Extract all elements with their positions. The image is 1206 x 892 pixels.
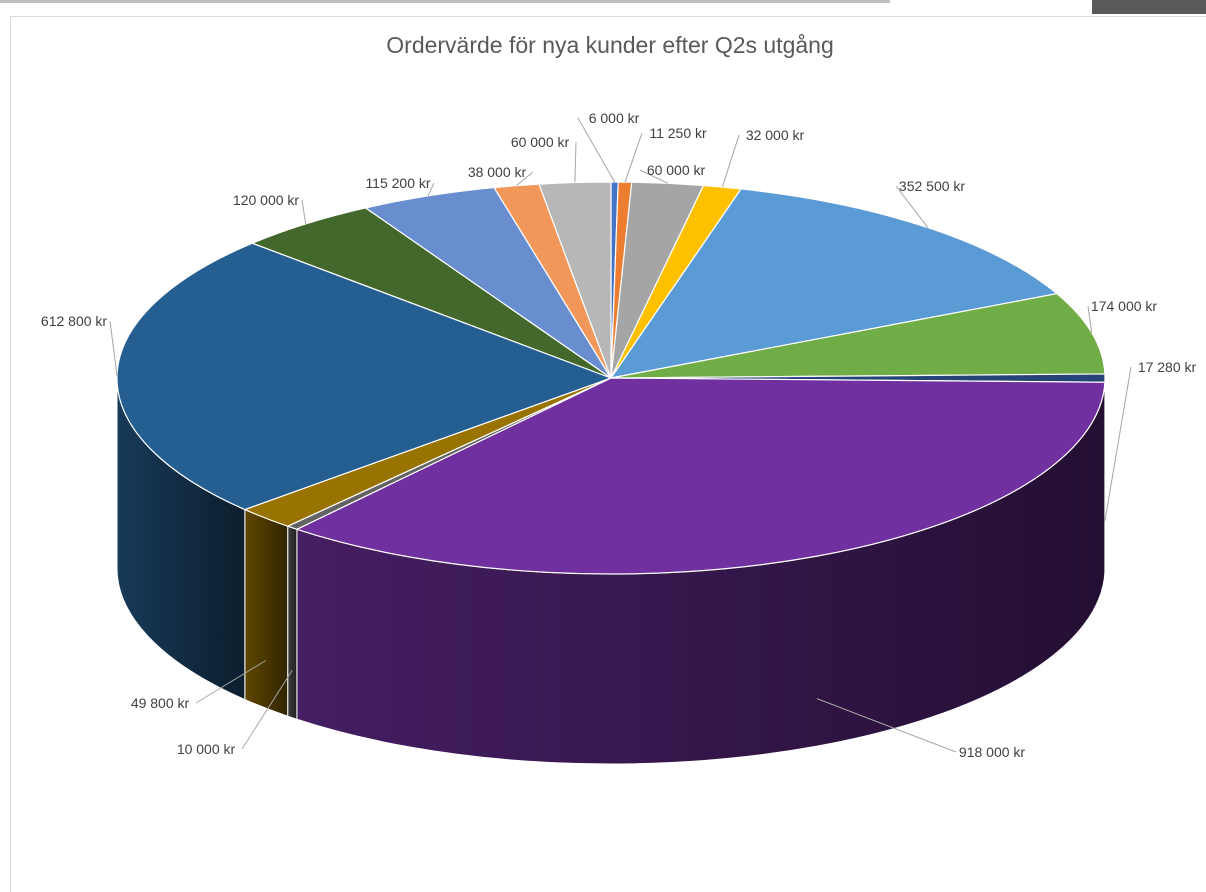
data-label: 115 200 kr	[365, 175, 430, 191]
pie-sides	[116, 377, 1106, 765]
pie-slice[interactable]	[538, 181, 612, 379]
chart-title: Ordervärde för nya kunder efter Q2s utgå…	[386, 32, 834, 58]
leader-line	[109, 320, 118, 376]
corner-tab	[1092, 0, 1206, 14]
pie-tops	[116, 181, 1106, 575]
leader-line	[1104, 366, 1132, 521]
data-label: 352 500 kr	[899, 178, 965, 194]
leader-line	[574, 141, 577, 183]
data-labels: 6 000 kr 11 250 kr 60 000 kr 32 000 kr 352 5…	[41, 110, 1197, 760]
pie-slice[interactable]	[295, 377, 1106, 575]
data-label: 174 000 kr	[1091, 298, 1157, 314]
leader-line	[301, 199, 307, 224]
data-label: 11 250 kr	[649, 125, 707, 141]
data-label: 10 000 kr	[177, 741, 236, 757]
leader-line	[1087, 305, 1093, 333]
pie-slice-side	[244, 508, 289, 717]
data-label: 612 800 kr	[41, 313, 107, 329]
leader-line	[195, 660, 266, 704]
leader-line	[895, 185, 929, 228]
leader-line	[639, 169, 669, 184]
data-label: 38 000 kr	[468, 164, 527, 180]
leader-line	[816, 698, 957, 753]
data-label: 60 000 kr	[511, 134, 570, 150]
chart-area[interactable]	[10, 16, 1206, 892]
data-label: 17 280 kr	[1138, 359, 1197, 375]
data-label: 918 000 kr	[959, 744, 1025, 760]
leader-line	[721, 134, 740, 188]
pie-slice-side	[287, 525, 298, 720]
data-label: 49 800 kr	[131, 695, 190, 711]
leader-line	[241, 669, 293, 750]
data-label: 60 000 kr	[647, 162, 706, 178]
data-label: 120 000 kr	[233, 192, 299, 208]
data-label: 32 000 kr	[746, 127, 805, 143]
leader-line	[427, 182, 435, 197]
top-divider	[0, 0, 890, 3]
leader-line	[516, 171, 534, 187]
leader-line	[577, 117, 616, 183]
leader-line	[624, 132, 643, 183]
data-label: 6 000 kr	[589, 110, 640, 126]
